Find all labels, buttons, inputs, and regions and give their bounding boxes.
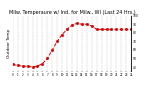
Y-axis label: Outdoor Temp: Outdoor Temp	[7, 29, 11, 58]
Title: Milw. Temperaure w/ Ind. for Milw., WI (Last 24 Hrs.): Milw. Temperaure w/ Ind. for Milw., WI (…	[9, 10, 135, 15]
